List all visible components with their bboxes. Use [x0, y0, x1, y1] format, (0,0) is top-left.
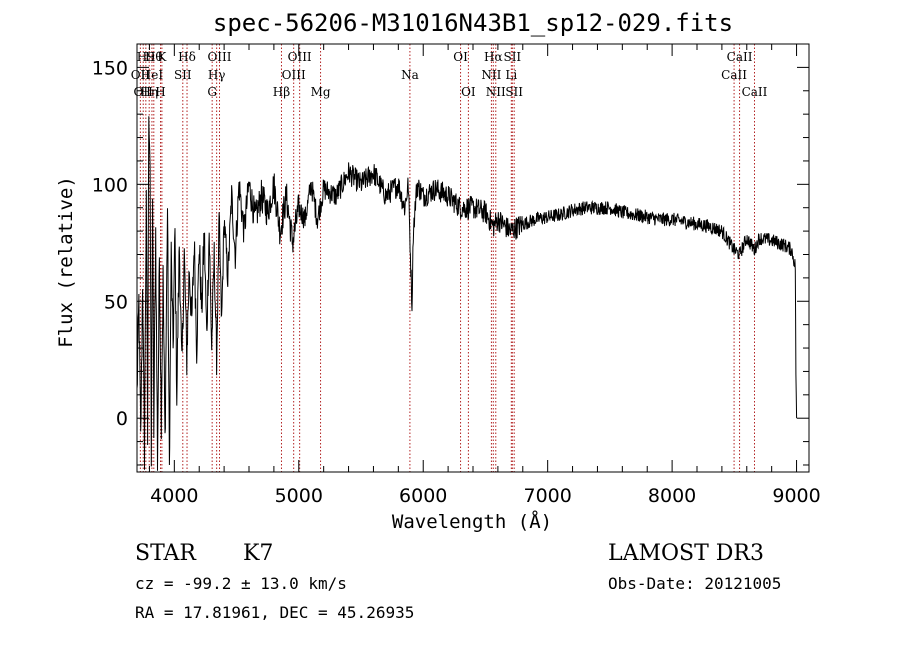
emission-line-markers	[139, 44, 755, 472]
x-tick-label: 6000	[399, 485, 447, 507]
emission-line-label: OI	[461, 85, 476, 99]
emission-line-label: CaII	[742, 85, 768, 99]
chart-title: spec-56206-M31016N43B1_sp12-029.fits	[213, 9, 733, 37]
axis-ticks: 4000 5000 6000 7000 8000 9000 0 50 100 150	[92, 43, 821, 507]
emission-line-label: CaII	[727, 50, 753, 64]
observation-date: Obs-Date: 20121005	[608, 574, 781, 593]
object-subclass: K7	[243, 541, 273, 566]
emission-line-label: OIII	[282, 68, 306, 82]
y-tick-label: 150	[92, 57, 128, 79]
emission-line-labels: OII OII H9 Hη HeI Hθ H K SII Hδ G Hγ OIII Hβ OIII OIII M…	[131, 50, 768, 99]
emission-line-label: SII	[505, 85, 523, 99]
emission-line-label: Hα	[484, 50, 503, 64]
emission-line-label: Hβ	[273, 85, 290, 99]
emission-line-label: G	[207, 85, 217, 99]
emission-line-label: Hθ	[145, 50, 163, 64]
emission-line-label: Hδ	[178, 50, 196, 64]
y-tick-label: 0	[116, 408, 128, 430]
emission-line-label: Mg	[311, 85, 331, 99]
emission-line-label: SII	[503, 50, 521, 64]
x-tick-label: 7000	[523, 485, 571, 507]
y-tick-label: 100	[92, 174, 128, 196]
spectrum-line	[136, 116, 798, 471]
redshift-cz: cz = -99.2 ± 13.0 km/s	[135, 574, 347, 593]
emission-line-label: HeI	[141, 68, 164, 82]
y-axis-label: Flux (relative)	[55, 176, 77, 348]
emission-line-label: NII	[481, 68, 501, 82]
emission-line-label: K	[157, 50, 167, 64]
x-tick-label: 9000	[772, 485, 820, 507]
emission-line-label: OII	[131, 68, 151, 82]
emission-line-label: H	[155, 85, 165, 99]
emission-line-label: CaII	[721, 68, 747, 82]
x-tick-label: 8000	[648, 485, 696, 507]
emission-line-label: H9	[137, 50, 155, 64]
y-tick-label: 50	[104, 291, 128, 313]
emission-line-label: Li	[505, 68, 517, 82]
spectrum-series	[136, 116, 798, 471]
emission-line-label: Hγ	[208, 68, 226, 82]
emission-line-label: OI	[453, 50, 468, 64]
object-class: STAR	[135, 541, 197, 566]
x-tick-label: 4000	[150, 485, 198, 507]
survey-name: LAMOST DR3	[608, 541, 764, 566]
x-tick-label: 5000	[275, 485, 323, 507]
ra-dec: RA = 17.81961, DEC = 45.26935	[135, 603, 414, 622]
emission-line-label: OIII	[207, 50, 231, 64]
emission-line-label: OII	[134, 85, 154, 99]
emission-line-label: SII	[174, 68, 192, 82]
plot-frame	[136, 43, 810, 473]
emission-line-label: Hη	[140, 85, 158, 99]
emission-line-label: NII	[486, 85, 506, 99]
x-axis-label: Wavelength (Å)	[392, 510, 552, 533]
emission-line-label: OIII	[288, 50, 312, 64]
emission-line-label: Na	[401, 68, 419, 82]
